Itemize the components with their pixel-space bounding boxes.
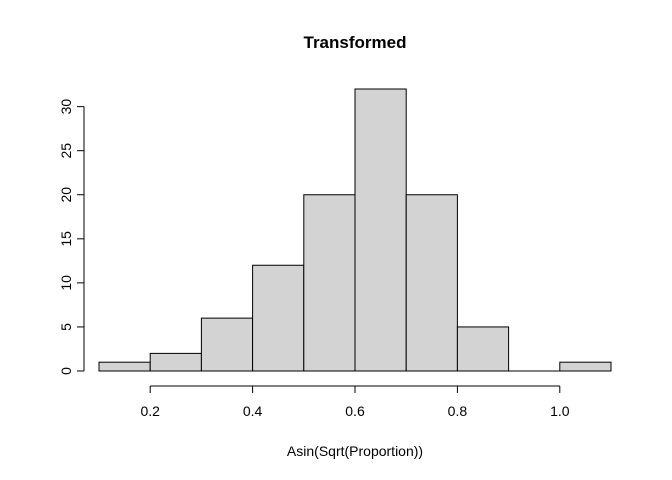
x-tick-label: 0.6 (345, 403, 365, 419)
histogram-bar-4 (303, 194, 356, 372)
x-tick-label: 1.0 (550, 403, 570, 419)
chart-title: Transformed (304, 33, 407, 52)
y-tick-label: 30 (58, 99, 74, 115)
histogram-bar-1 (149, 352, 202, 372)
histogram-bar-9 (559, 361, 612, 372)
x-tick-label: 0.4 (243, 403, 263, 419)
histogram-bar-7 (456, 326, 510, 372)
y-tick-label: 20 (58, 187, 74, 203)
y-tick-label: 25 (58, 143, 74, 159)
x-tick-label: 0.8 (448, 403, 468, 419)
histogram-bar-0 (98, 361, 151, 372)
y-tick-label: 0 (58, 367, 74, 375)
histogram-bar-5 (354, 88, 407, 372)
x-tick-label: 0.2 (140, 403, 160, 419)
y-tick-label: 10 (58, 275, 74, 291)
histogram-bar-3 (252, 264, 305, 372)
histogram-bar-6 (405, 194, 458, 372)
y-tick-label: 15 (58, 231, 74, 247)
histogram-bar-2 (200, 317, 254, 372)
y-axis: 0 5 10 15 20 25 30 (58, 99, 85, 375)
y-tick-label: 5 (58, 323, 74, 331)
x-axis: 0.2 0.4 0.6 0.8 1.0 (140, 385, 570, 419)
x-axis-label: Asin(Sqrt(Proportion)) (287, 443, 423, 459)
bars-group (98, 88, 612, 372)
